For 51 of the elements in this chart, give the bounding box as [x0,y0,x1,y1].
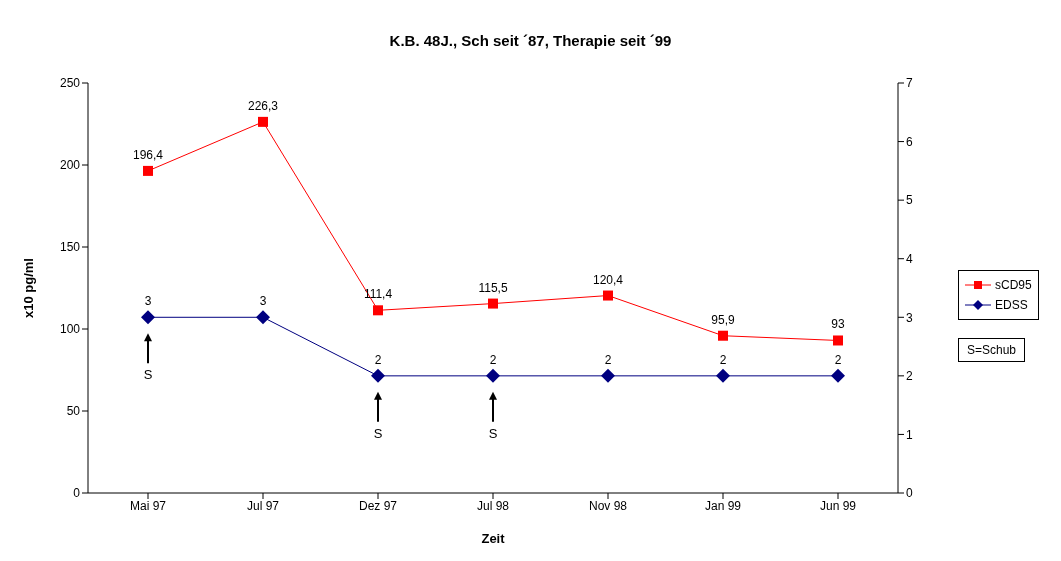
data-label: 2 [604,352,612,367]
y-tick-label: 150 [59,240,81,255]
y2-tick-label: 4 [906,251,913,266]
legend-label: sCD95 [995,278,1032,292]
x-tick-label: Jun 99 [819,498,857,513]
y-axis-title: x10 pg/ml [20,258,36,318]
x-tick-label: Jul 97 [246,498,280,513]
y-tick-label: 50 [66,404,81,419]
annotation: S [488,425,498,441]
point [833,335,843,346]
point [373,305,383,316]
x-tick-label: Nov 98 [588,498,628,513]
chart-title: K.B. 48J., Sch seit ´87, Therapie seit ´99 [388,32,673,49]
y2-tick-label: 7 [906,76,913,91]
x-tick-label: Jan 99 [704,498,742,513]
x-tick-label: Jul 98 [476,498,510,513]
data-label: 196,4 [132,147,164,162]
legend-label: EDSS [995,298,1028,312]
data-label: 2 [489,352,497,367]
data-label: 115,5 [478,280,508,295]
data-label: 2 [834,352,842,367]
data-label: 120,4 [592,272,624,287]
y2-tick-label: 3 [906,310,913,325]
data-label: 95,9 [711,312,735,327]
point [718,330,728,341]
annotation: S [143,367,153,383]
point [258,116,268,127]
y-tick-label: 100 [59,322,81,337]
y2-tick-label: 2 [906,369,913,384]
x-tick-label: Dez 97 [358,498,398,513]
text: S=Schub [958,338,1026,362]
y2-tick-label: 5 [906,193,913,208]
point [603,290,613,301]
x-axis-title: Zeit [481,531,506,546]
data-label: 3 [259,294,267,309]
y-tick-label: 0 [73,486,81,501]
data-label: 3 [144,294,152,309]
data-label: 226,3 [247,98,279,113]
data-label: 2 [374,352,382,367]
data-label: 111,4 [363,287,393,302]
y-tick-label: 200 [59,158,81,173]
y-tick-label: 250 [59,76,81,91]
data-label: 2 [719,352,727,367]
y2-tick-label: 1 [906,427,913,442]
y2-tick-label: 6 [906,134,913,149]
x-tick-label: Mai 97 [129,498,167,513]
y2-tick-label: 0 [906,486,913,501]
data-label: 93 [831,317,845,332]
point [143,165,153,176]
annotation: S [373,425,383,441]
point [488,298,498,309]
